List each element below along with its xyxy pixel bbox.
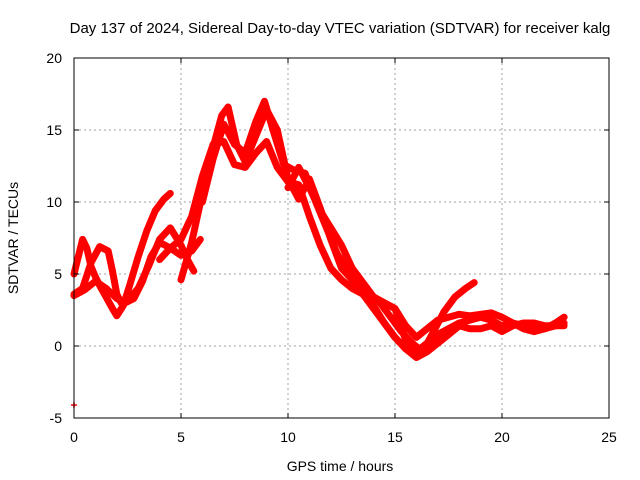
y-tick-label: 10 — [46, 194, 62, 210]
y-tick-label: 0 — [54, 338, 62, 354]
x-axis-label: GPS time / hours — [287, 458, 394, 474]
axis-ticks: 0 5 10 15 20 25 -5 0 5 10 15 20 — [46, 50, 617, 445]
series-group — [70, 97, 568, 409]
y-tick-label: 5 — [54, 266, 62, 282]
grid-lines — [74, 58, 609, 418]
chart-title: Day 137 of 2024, Sidereal Day-to-day VTE… — [70, 20, 611, 37]
y-tick-label: 15 — [46, 122, 62, 138]
x-tick-label: 10 — [280, 429, 296, 445]
x-tick-label: 15 — [387, 429, 403, 445]
x-tick-label: 20 — [494, 429, 510, 445]
y-axis-label: SDTVAR / TECUs — [5, 182, 21, 294]
series-line-satellite-track-8 — [348, 279, 568, 341]
x-tick-label: 5 — [177, 429, 185, 445]
series-line-satellite-track-6 — [198, 97, 478, 356]
series-line-satellite-track-3 — [70, 235, 204, 307]
series-line-satellite-track-1 — [70, 189, 174, 320]
plot-frame — [73, 57, 610, 419]
y-tick-label: 20 — [46, 50, 62, 66]
y-tick-label: -5 — [50, 410, 63, 426]
x-tick-label: 0 — [70, 429, 78, 445]
x-tick-label: 25 — [601, 429, 617, 445]
series-line-satellite-track-9 — [434, 319, 568, 347]
